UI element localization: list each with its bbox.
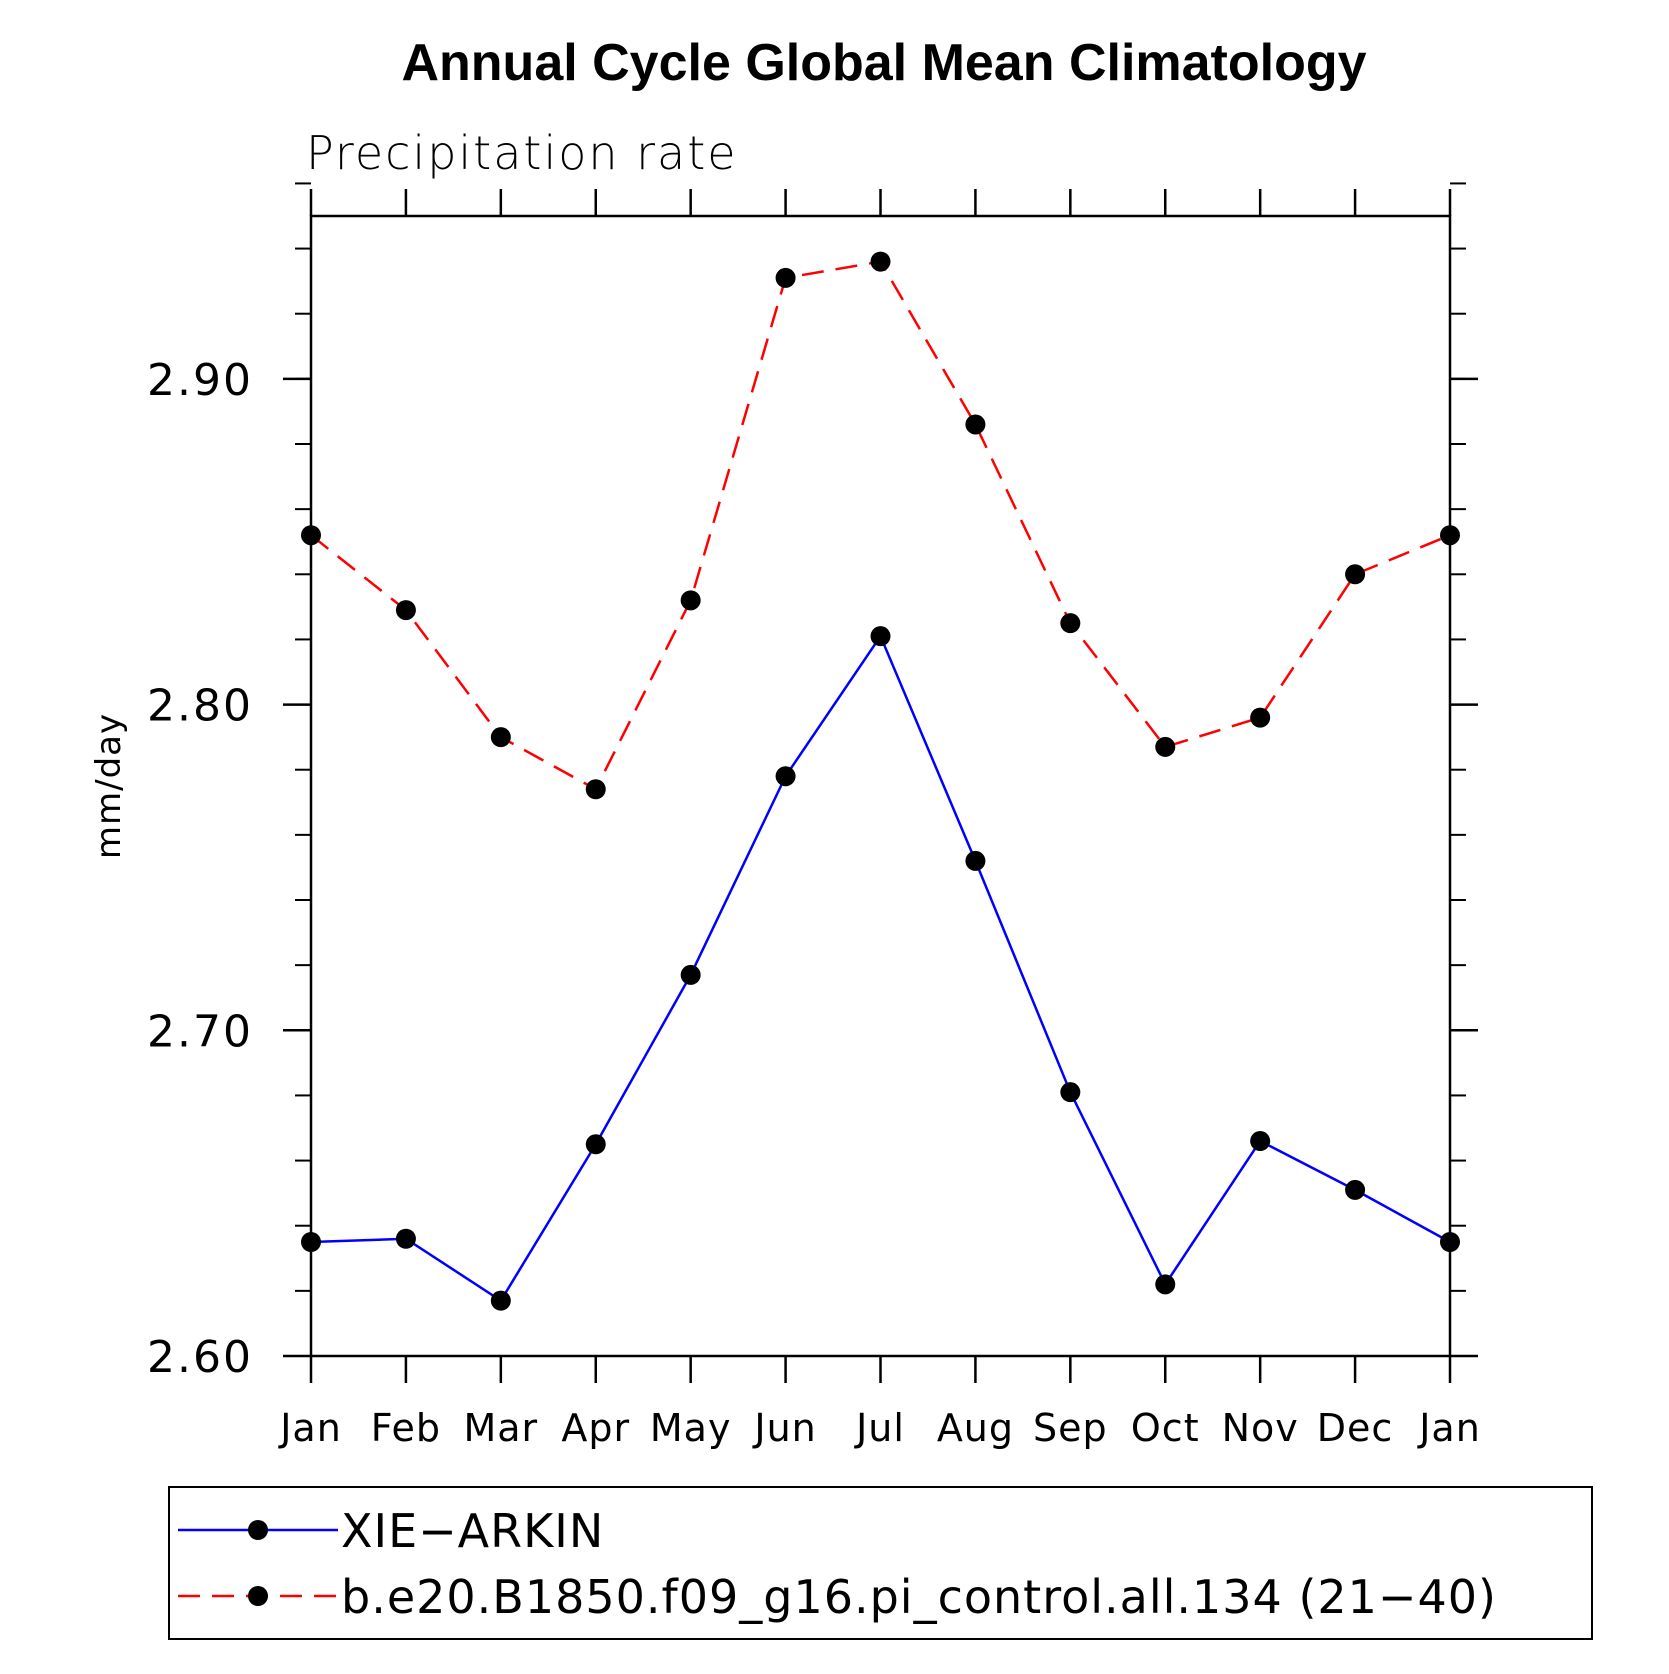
data-point xyxy=(490,1290,511,1311)
x-tick-label: Jan xyxy=(1417,1406,1481,1450)
y-tick-label: 2.80 xyxy=(147,681,253,732)
x-tick-label: Mar xyxy=(463,1406,538,1450)
legend-marker xyxy=(248,1586,268,1606)
data-point xyxy=(1250,1131,1271,1152)
data-point xyxy=(1345,564,1366,585)
x-tick-label: Oct xyxy=(1131,1406,1200,1450)
data-point xyxy=(1440,1232,1460,1252)
chart-title: Annual Cycle Global Mean Climatology xyxy=(401,34,1366,92)
data-point xyxy=(1060,613,1081,634)
data-point xyxy=(775,766,796,787)
data-point xyxy=(1440,525,1460,546)
data-point xyxy=(585,779,606,800)
x-tick-label: Nov xyxy=(1222,1406,1299,1450)
series-2 xyxy=(301,251,1460,800)
x-tick-label: Jul xyxy=(854,1406,905,1450)
series-line xyxy=(310,260,1451,791)
x-tick-label: Dec xyxy=(1317,1406,1394,1450)
plot-frame xyxy=(309,214,1452,1358)
chart-subtitle: Precipitation rate xyxy=(306,126,738,180)
legend-box xyxy=(168,1486,1593,1640)
legend-marker xyxy=(248,1520,268,1540)
data-point xyxy=(301,1232,321,1252)
legend: XIE−ARKIN b.e20.B1850.f09_g16.pi_control.… xyxy=(168,1486,1593,1640)
legend-label: XIE−ARKIN xyxy=(341,1504,604,1558)
y-tick-label: 2.90 xyxy=(147,355,253,406)
data-point xyxy=(585,1134,606,1155)
data-point xyxy=(775,267,796,288)
plot-axes xyxy=(309,214,1452,1358)
data-point xyxy=(301,525,321,546)
x-tick-label: Jun xyxy=(752,1406,816,1450)
data-point xyxy=(490,727,511,748)
data-point xyxy=(870,626,891,647)
data-point xyxy=(680,964,701,985)
x-tick-label: Feb xyxy=(371,1406,441,1450)
data-point xyxy=(1060,1082,1081,1103)
data-point xyxy=(395,1228,416,1249)
x-tick-label: Aug xyxy=(937,1406,1014,1450)
data-point xyxy=(680,590,701,611)
series-1 xyxy=(301,626,1460,1311)
data-point xyxy=(1155,736,1176,757)
y-tick-label: 2.60 xyxy=(147,1332,253,1383)
x-tick-label: Jan xyxy=(278,1406,342,1450)
data-point xyxy=(870,251,891,272)
data-point xyxy=(1250,707,1271,728)
data-point xyxy=(395,600,416,621)
legend-label: b.e20.B1850.f09_g16.pi_control.all.134 (… xyxy=(341,1570,1497,1624)
data-point xyxy=(1155,1274,1176,1295)
y-tick-label: 2.70 xyxy=(147,1006,253,1057)
data-point xyxy=(1345,1179,1366,1200)
x-tick-label: Apr xyxy=(561,1406,630,1450)
series-layer xyxy=(301,251,1460,1311)
data-point xyxy=(965,850,986,871)
data-point xyxy=(965,414,986,435)
y-axis-label: mm/day xyxy=(89,713,129,859)
x-tick-label: May xyxy=(650,1406,732,1450)
axis-ticks: Jan Feb Mar Apr May Jun Jul Aug Sep Oct Nov Dec Jan 2… xyxy=(147,182,1481,1450)
series-line xyxy=(310,633,1451,1303)
x-tick-label: Sep xyxy=(1033,1406,1108,1450)
